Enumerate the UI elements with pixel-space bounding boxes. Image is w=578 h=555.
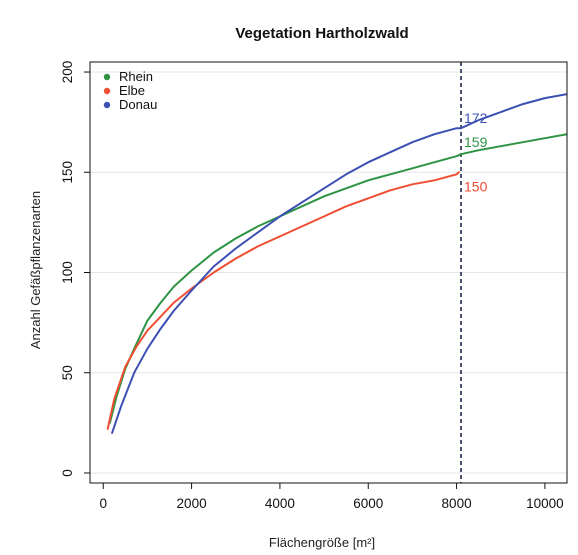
- series-lines: [106, 93, 567, 434]
- series-line-donau: [111, 93, 567, 434]
- x-axis: 0 2000 4000 6000 8000 10000: [99, 483, 564, 511]
- gridlines: [90, 71, 567, 474]
- end-label-donau: 172: [464, 110, 488, 126]
- x-tick-label-2: 4000: [265, 496, 295, 511]
- x-axis-label: Flächengröße [m²]: [269, 535, 375, 550]
- legend-label-rhein: Rhein: [119, 69, 153, 84]
- series-line-rhein: [108, 133, 567, 424]
- y-tick-label-0: 0: [60, 469, 75, 477]
- legend-label-donau: Donau: [119, 97, 157, 112]
- y-axis: 0 50 100 150 200: [60, 61, 90, 477]
- y-tick-label-3: 150: [60, 161, 75, 184]
- legend-label-elbe: Elbe: [119, 83, 145, 98]
- legend-marker-donau: [103, 101, 111, 109]
- end-labels: 159 150 172: [464, 110, 488, 194]
- chart-title: Vegetation Hartholzwald: [235, 25, 408, 42]
- y-axis-label: Anzahl Gefäßpflanzenarten: [28, 191, 43, 349]
- x-tick-label-1: 2000: [177, 496, 207, 511]
- y-tick-label-4: 200: [60, 61, 75, 84]
- x-tick-label-0: 0: [99, 496, 107, 511]
- end-label-rhein: 159: [464, 134, 488, 150]
- y-tick-label-2: 100: [60, 261, 75, 284]
- legend-marker-elbe: [103, 87, 111, 95]
- end-label-elbe: 150: [464, 178, 488, 194]
- series-line-elbe: [106, 171, 460, 430]
- x-tick-label-3: 6000: [353, 496, 383, 511]
- legend-marker-rhein: [103, 73, 111, 81]
- x-tick-label-4: 8000: [442, 496, 472, 511]
- y-tick-label-1: 50: [60, 365, 75, 380]
- x-tick-label-5: 10000: [526, 496, 564, 511]
